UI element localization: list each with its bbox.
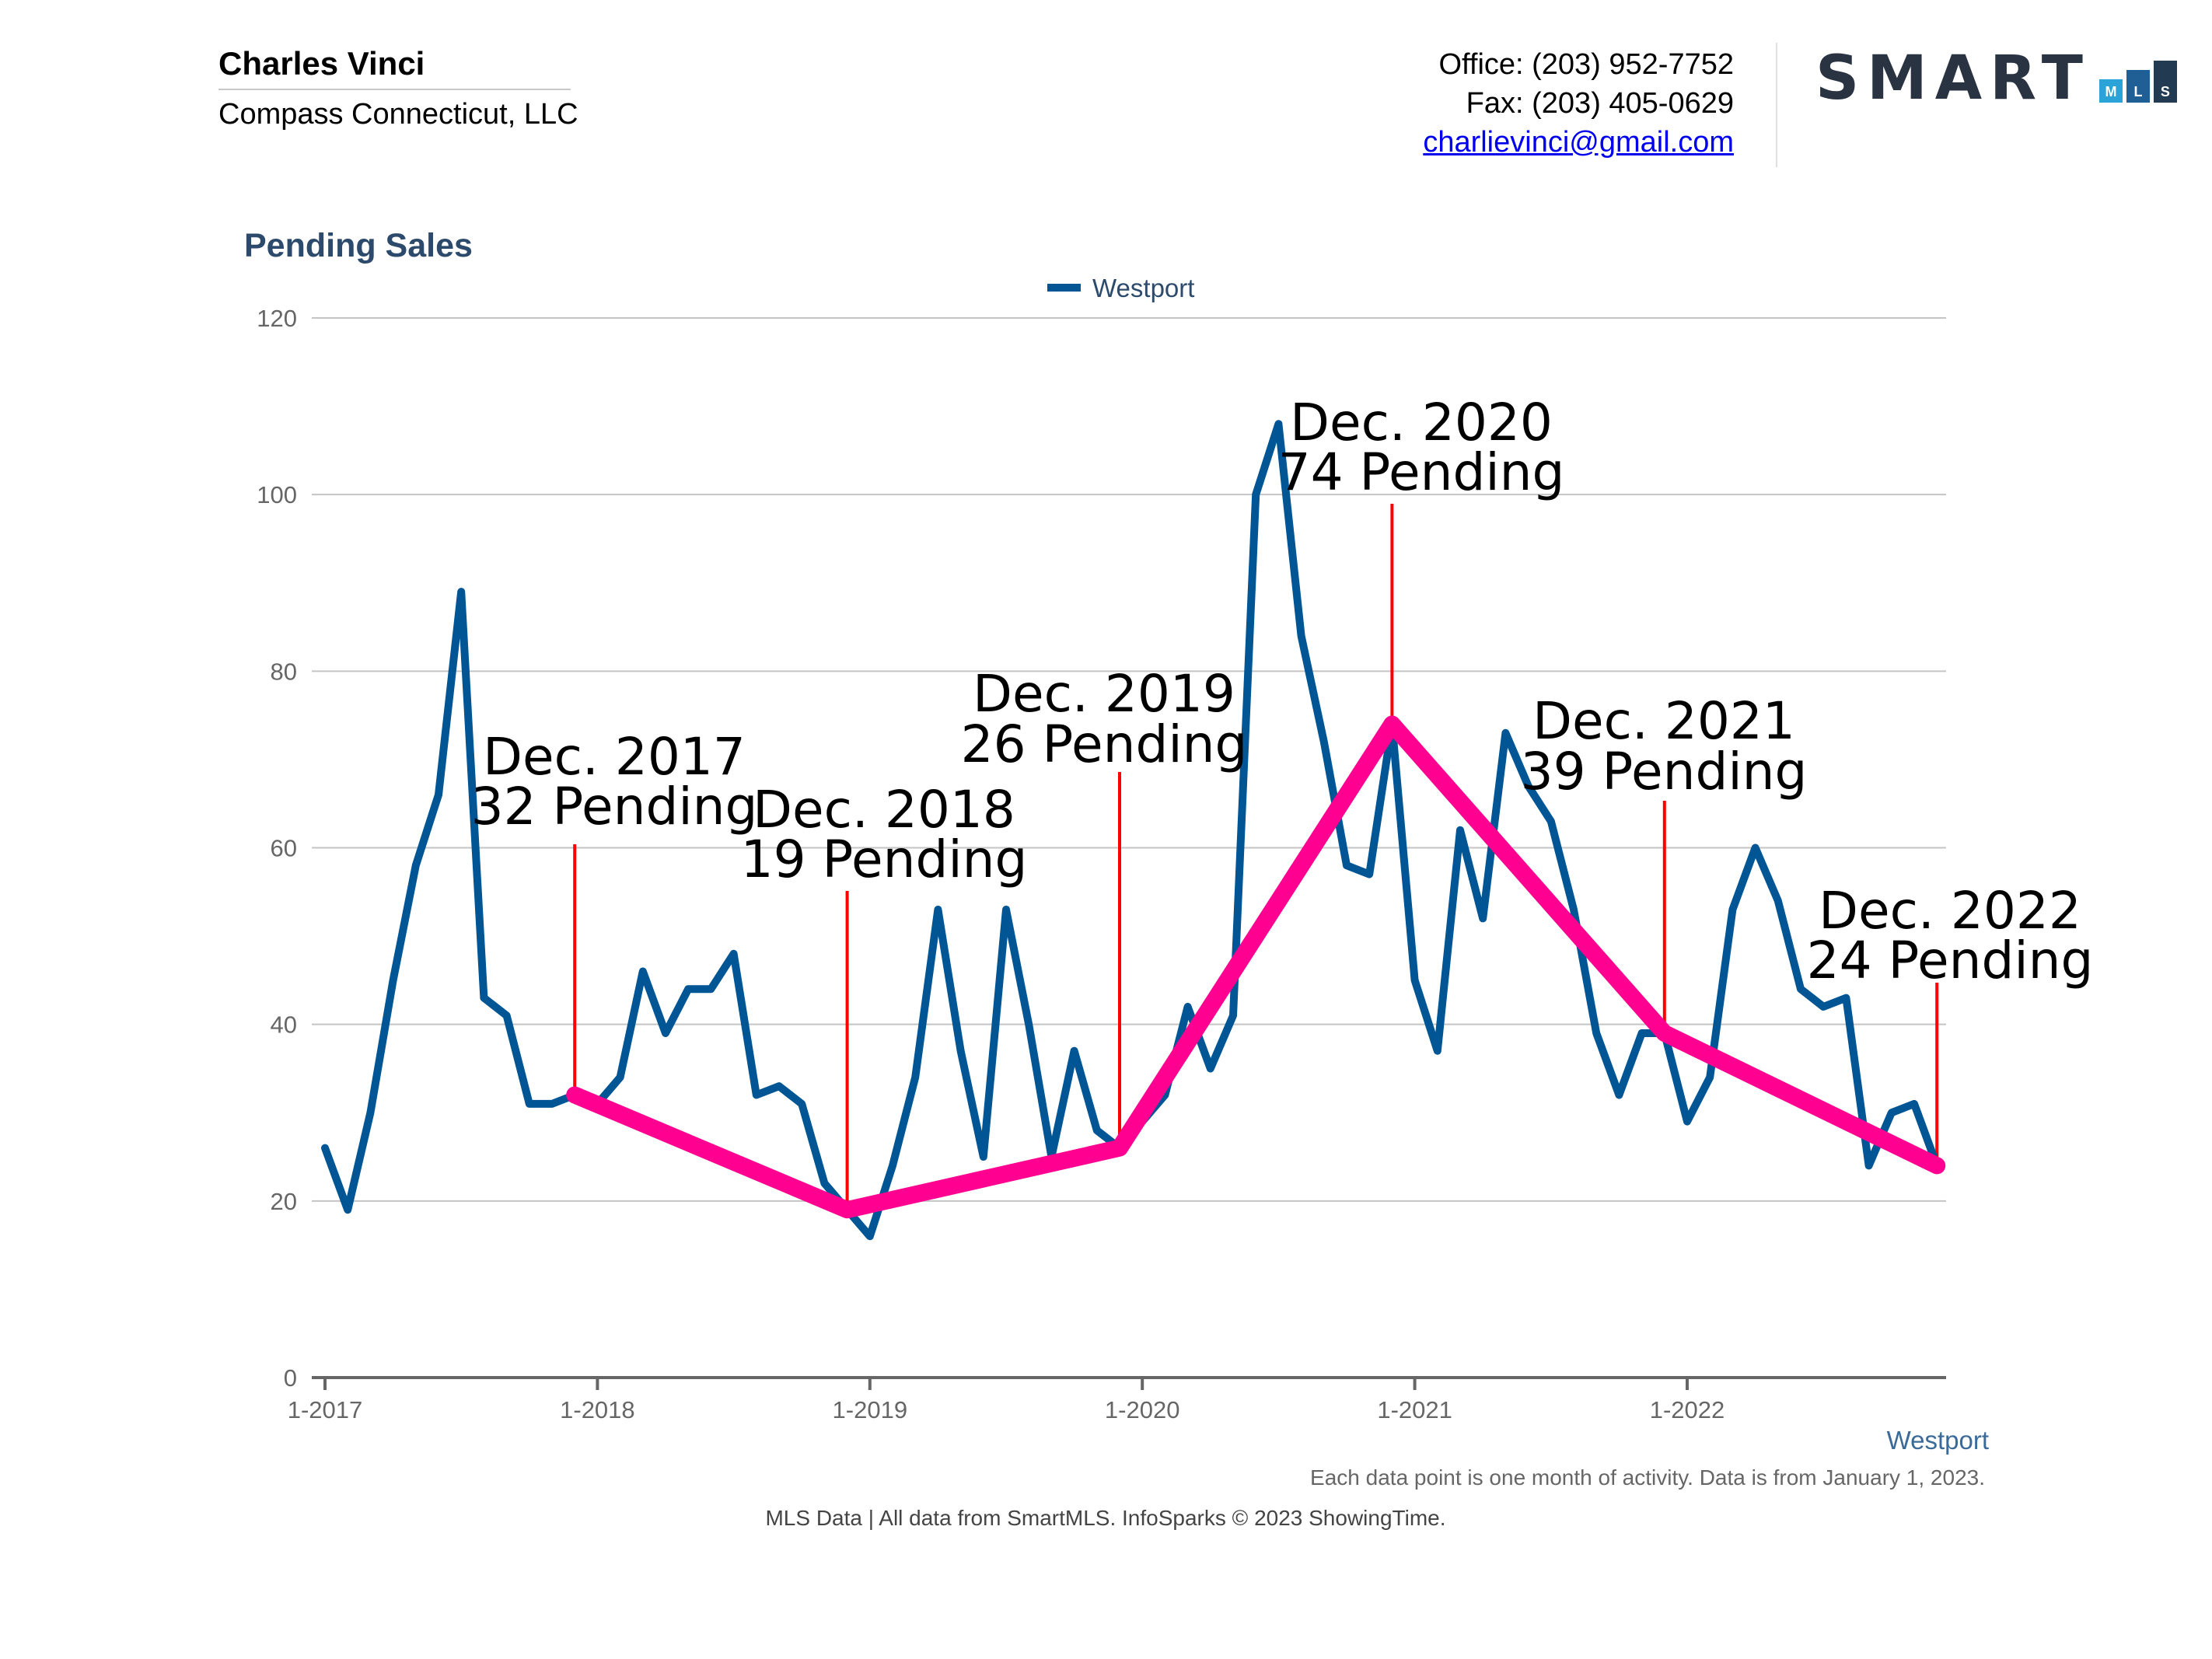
- december-trend-line: [566, 715, 1946, 1219]
- annotation-markers: [573, 504, 1939, 1210]
- y-tick-label: 60: [271, 835, 297, 862]
- annotation-label: Dec. 2019: [973, 664, 1235, 724]
- annotation-label: Dec. 2017: [483, 727, 746, 787]
- trend-group: [566, 715, 1946, 1219]
- agent-company: Compass Connecticut, LLC: [218, 98, 578, 131]
- office-phone: Office: (203) 952-7752: [1438, 48, 1734, 81]
- x-tick-label: 1-2019: [833, 1396, 908, 1423]
- annotation-label: 32 Pending: [471, 777, 758, 836]
- logo-bar-l: L: [2126, 70, 2150, 103]
- smart-mls-logo: SMART M L S: [1815, 48, 2177, 109]
- footnote: Each data point is one month of activity…: [1310, 1465, 1985, 1490]
- annotation-label: Dec. 2020: [1290, 393, 1553, 452]
- annotation-label: 39 Pending: [1521, 742, 1808, 802]
- x-tick-label: 1-2022: [1650, 1396, 1725, 1423]
- logo-text: SMART: [1815, 44, 2091, 114]
- x-tick-label: 1-2021: [1377, 1396, 1452, 1423]
- legend-label: Westport: [1092, 274, 1194, 302]
- header-divider: [1776, 43, 1777, 167]
- y-tick-label: 100: [257, 481, 297, 508]
- y-tick-label: 120: [257, 305, 297, 332]
- chart-legend: Westport: [1047, 274, 1194, 302]
- annotation-label: 74 Pending: [1278, 442, 1565, 502]
- fax-number: Fax: (203) 405-0629: [1466, 87, 1734, 120]
- y-axis-ticks: 0 20 40 60 80 100 120: [257, 305, 297, 1392]
- annotation-label: 24 Pending: [1807, 931, 2094, 990]
- logo-bar-s: S: [2153, 61, 2177, 103]
- contact-block: Office: (203) 952-7752 Fax: (203) 405-06…: [1423, 45, 1734, 162]
- bottom-series-label: Westport: [1887, 1426, 1989, 1455]
- y-tick-label: 20: [271, 1188, 297, 1215]
- annotation-label: Dec. 2018: [753, 780, 1015, 840]
- logo-bars: M L S: [2095, 61, 2177, 103]
- y-tick-label: 40: [271, 1011, 297, 1039]
- agent-block: Charles Vinci Compass Connecticut, LLC: [218, 45, 578, 131]
- chart-title: Pending Sales: [244, 227, 473, 264]
- annotation-label: Dec. 2021: [1532, 691, 1795, 751]
- y-tick-label: 80: [271, 658, 297, 685]
- source-note: MLS Data | All data from SmartMLS. InfoS…: [765, 1506, 1445, 1530]
- x-tick-label: 1-2017: [288, 1396, 363, 1423]
- x-tick-label: 1-2018: [560, 1396, 635, 1423]
- x-tick-label: 1-2020: [1105, 1396, 1180, 1423]
- annotation-label: Dec. 2022: [1819, 881, 2081, 941]
- logo-bar-m: M: [2098, 79, 2123, 103]
- annotation-label: 26 Pending: [961, 714, 1248, 774]
- email-link[interactable]: charlievinci@gmail.com: [1423, 126, 1734, 159]
- agent-name: Charles Vinci: [218, 45, 571, 90]
- y-tick-label: 0: [284, 1364, 297, 1392]
- gridlines: [312, 317, 1946, 1202]
- x-axis: 1-2017 1-2018 1-2019 1-2020 1-2021 1-2022: [288, 1376, 1946, 1423]
- annotation-label: 19 Pending: [741, 830, 1028, 889]
